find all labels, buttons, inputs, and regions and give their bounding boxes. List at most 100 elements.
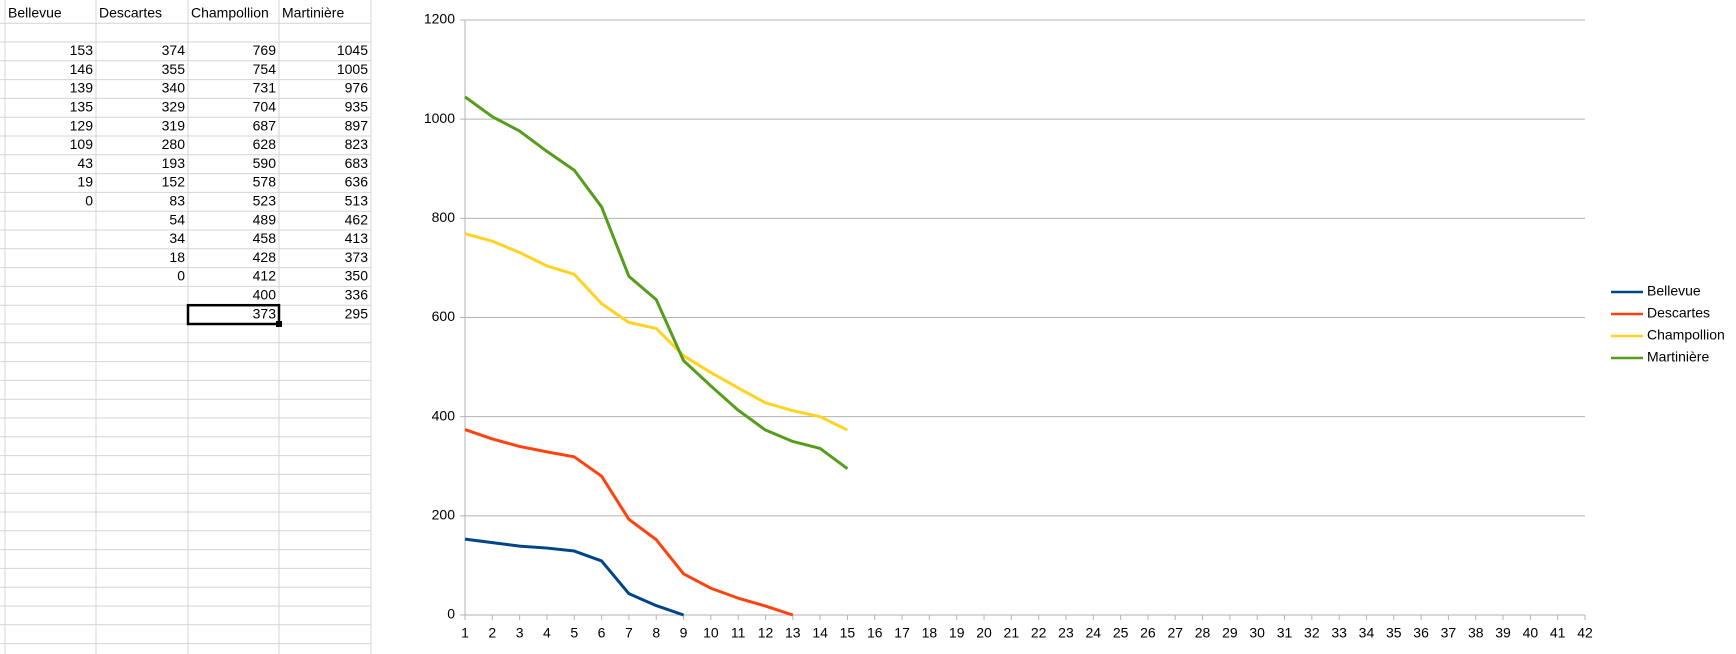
cell-value[interactable]: 400 <box>253 287 277 303</box>
x-tick-label: 8 <box>652 625 660 641</box>
x-tick-label: 20 <box>976 625 992 641</box>
x-tick-label: 9 <box>680 625 688 641</box>
selected-cell <box>186 303 281 326</box>
column-header[interactable]: Champollion <box>191 5 269 21</box>
y-tick-label: 1000 <box>424 110 455 126</box>
cell-value[interactable]: 355 <box>162 61 186 77</box>
cell-value[interactable]: 139 <box>70 80 94 96</box>
cell-value[interactable]: 731 <box>253 80 277 96</box>
x-tick-label: 38 <box>1468 625 1484 641</box>
cell-value[interactable]: 153 <box>70 42 94 58</box>
cell-value[interactable]: 109 <box>70 136 94 152</box>
cell-value[interactable]: 823 <box>345 136 369 152</box>
cell-value[interactable]: 373 <box>253 305 277 321</box>
cell-value[interactable]: 83 <box>169 193 185 209</box>
x-tick-label: 37 <box>1441 625 1457 641</box>
spreadsheet[interactable]: Bellevue 153 146 139 135 129 109 43 19 0 Descartes… <box>0 0 372 654</box>
cell-value[interactable]: 513 <box>345 193 369 209</box>
x-tick-label: 30 <box>1249 625 1265 641</box>
cell-value[interactable]: 935 <box>345 99 369 115</box>
x-tick-label: 14 <box>812 625 828 641</box>
column-header[interactable]: Descartes <box>99 5 162 21</box>
y-tick-label: 400 <box>432 407 456 423</box>
cell-value[interactable]: 295 <box>345 305 369 321</box>
cell-value[interactable]: 350 <box>345 268 369 284</box>
cell-value[interactable]: 523 <box>253 193 277 209</box>
cell-value[interactable]: 340 <box>162 80 186 96</box>
cell-value[interactable]: 336 <box>345 287 369 303</box>
cell-value[interactable]: 280 <box>162 136 186 152</box>
x-tick-label: 22 <box>1031 625 1047 641</box>
column-header[interactable]: Bellevue <box>8 5 62 21</box>
cell-value[interactable]: 628 <box>253 136 277 152</box>
x-tick-label: 2 <box>488 625 496 641</box>
cell-value[interactable]: 374 <box>162 42 186 58</box>
cell-value[interactable]: 458 <box>253 230 277 246</box>
cell-value[interactable]: 413 <box>345 230 369 246</box>
cell-value[interactable]: 18 <box>169 249 185 265</box>
column-header[interactable]: Martinière <box>282 5 344 21</box>
cell-value[interactable]: 462 <box>345 211 369 227</box>
legend-label: Champollion <box>1647 327 1725 343</box>
x-tick-label: 18 <box>922 625 938 641</box>
x-tick-label: 40 <box>1523 625 1539 641</box>
cell-value[interactable]: 373 <box>345 249 369 265</box>
x-tick-label: 33 <box>1331 625 1347 641</box>
cell-value[interactable]: 489 <box>253 211 277 227</box>
cell-value[interactable]: 754 <box>253 61 277 77</box>
cell-value[interactable]: 319 <box>162 117 186 133</box>
cell-value[interactable]: 636 <box>345 174 369 190</box>
legend-label: Bellevue <box>1647 283 1701 299</box>
x-tick-label: 28 <box>1195 625 1211 641</box>
x-tick-label: 42 <box>1577 625 1593 641</box>
cell-value[interactable]: 428 <box>253 249 277 265</box>
cell-value[interactable]: 135 <box>70 99 94 115</box>
x-tick-label: 36 <box>1413 625 1429 641</box>
series-line <box>464 537 685 617</box>
x-tick-label: 3 <box>516 625 524 641</box>
cell-value[interactable]: 976 <box>345 80 369 96</box>
cell-value[interactable]: 683 <box>345 155 369 171</box>
x-tick-label: 16 <box>867 625 883 641</box>
cell-value[interactable]: 0 <box>177 268 185 284</box>
cell-value[interactable]: 193 <box>162 155 186 171</box>
y-tick-label: 800 <box>432 209 456 225</box>
x-tick-label: 10 <box>703 625 719 641</box>
x-tick-label: 1 <box>461 625 469 641</box>
x-tick-label: 25 <box>1113 625 1129 641</box>
cell-value[interactable]: 687 <box>253 117 277 133</box>
legend-label: Martinière <box>1647 349 1709 365</box>
x-tick-label: 29 <box>1222 625 1238 641</box>
y-tick-label: 200 <box>432 507 456 523</box>
cell-value[interactable]: 0 <box>85 193 93 209</box>
cell-value[interactable]: 578 <box>253 174 277 190</box>
cell-value[interactable]: 329 <box>162 99 186 115</box>
cell-value[interactable]: 146 <box>70 61 94 77</box>
x-tick-label: 35 <box>1386 625 1402 641</box>
cell-value[interactable]: 704 <box>253 99 277 115</box>
series-line <box>464 95 849 470</box>
cell-value[interactable]: 412 <box>253 268 277 284</box>
x-tick-label: 21 <box>1004 625 1020 641</box>
x-tick-label: 32 <box>1304 625 1320 641</box>
legend-label: Descartes <box>1647 305 1710 321</box>
cell-value[interactable]: 1005 <box>337 61 368 77</box>
x-tick-label: 34 <box>1359 625 1375 641</box>
cell-value[interactable]: 54 <box>169 211 185 227</box>
cell-value[interactable]: 1045 <box>337 42 368 58</box>
x-tick-label: 26 <box>1140 625 1156 641</box>
cell-value[interactable]: 34 <box>169 230 185 246</box>
x-tick-label: 17 <box>894 625 910 641</box>
cell-value[interactable]: 152 <box>162 174 186 190</box>
cell-value[interactable]: 19 <box>77 174 93 190</box>
cell-value[interactable]: 769 <box>253 42 277 58</box>
cell-value[interactable]: 897 <box>345 117 369 133</box>
cell-value[interactable]: 43 <box>77 155 93 171</box>
series-line <box>464 428 794 617</box>
x-tick-label: 23 <box>1058 625 1074 641</box>
cell-value[interactable]: 590 <box>253 155 277 171</box>
cell-value[interactable]: 129 <box>70 117 94 133</box>
x-tick-label: 19 <box>949 625 965 641</box>
